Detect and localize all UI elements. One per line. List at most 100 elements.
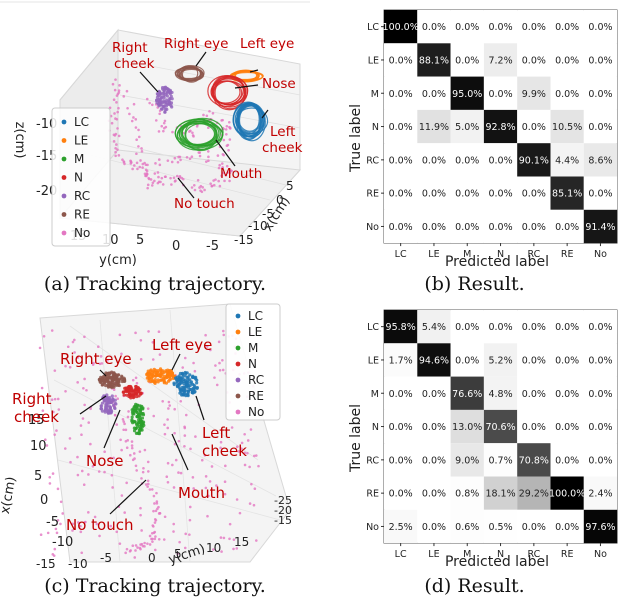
- no-touch-point: [243, 463, 247, 467]
- no-touch-point: [109, 456, 112, 460]
- no-touch-point: [215, 383, 219, 387]
- no-touch-point: [124, 428, 128, 432]
- right-cheek-point: [159, 92, 163, 97]
- legend-marker: [235, 313, 241, 319]
- no-touch-point: [80, 433, 83, 436]
- cell-value-label: 0.5%: [488, 522, 512, 533]
- no-touch-point: [123, 511, 126, 514]
- no-touch-point: [129, 162, 133, 165]
- legend-marker: [61, 212, 67, 217]
- right-cheek-point: [170, 97, 174, 101]
- no-touch-point: [135, 381, 139, 385]
- legend-label: LE: [74, 134, 88, 148]
- left-cheek-point: [184, 380, 189, 384]
- annotation-label: Right eye: [60, 350, 132, 368]
- no-touch-point: [54, 527, 58, 531]
- no-touch-point: [87, 473, 90, 476]
- no-touch-point: [252, 454, 256, 458]
- cell-value-label: 0.0%: [588, 89, 612, 100]
- no-touch-point: [215, 484, 218, 487]
- cell-value-label: 85.1%: [552, 189, 582, 200]
- no-touch-point: [121, 418, 125, 421]
- no-touch-point: [138, 546, 142, 550]
- cell-value-label: 0.0%: [555, 422, 579, 433]
- tick-label: -5: [262, 207, 274, 221]
- left-cheek-point: [185, 384, 189, 388]
- no-touch-point: [127, 410, 130, 413]
- no-touch-point: [56, 487, 60, 491]
- left-cheek-point: [189, 380, 194, 384]
- no-touch-point: [59, 500, 63, 504]
- no-touch-point: [158, 112, 161, 116]
- matrix-cell: [417, 209, 451, 244]
- no-touch-point: [138, 165, 142, 169]
- tick-label: 0: [172, 239, 180, 254]
- no-touch-point: [151, 181, 155, 185]
- no-touch-point: [112, 140, 116, 143]
- no-touch-point: [111, 82, 115, 86]
- matrix-cell: [483, 176, 518, 210]
- legend-marker: [61, 119, 67, 125]
- no-touch-point: [122, 420, 126, 423]
- no-touch-point: [155, 491, 158, 495]
- y-tick-label: M: [371, 389, 379, 400]
- no-touch-point: [50, 398, 54, 401]
- no-touch-point: [148, 543, 152, 546]
- legend-marker: [235, 409, 241, 415]
- left-eye-point: [147, 373, 152, 377]
- no-touch-point: [240, 441, 244, 445]
- no-touch-point: [198, 154, 202, 158]
- caption-d: (d) Result.: [424, 575, 525, 597]
- cell-value-label: 0.0%: [522, 322, 546, 333]
- no-touch-point: [183, 444, 186, 448]
- no-touch-point: [93, 515, 97, 519]
- left-eye-point: [151, 369, 155, 373]
- right-eye-point: [119, 377, 123, 381]
- tick-label: -20: [274, 504, 292, 517]
- no-touch-point: [207, 126, 210, 130]
- cell-value-label: 5.0%: [455, 122, 479, 133]
- no-touch-point: [44, 438, 47, 442]
- mouth-point: [137, 431, 141, 435]
- right-eye-point: [112, 371, 116, 375]
- cell-value-label: 0.0%: [488, 22, 512, 33]
- matrix-cell: [417, 76, 451, 110]
- no-touch-point: [156, 507, 159, 511]
- legend-marker: [235, 377, 241, 383]
- x-tick-label: RC: [527, 549, 540, 560]
- no-touch-point: [130, 440, 134, 443]
- no-touch-point: [225, 124, 229, 128]
- x-tick-label: N: [497, 549, 504, 560]
- no-touch-point: [61, 512, 65, 515]
- no-touch-point: [147, 470, 150, 473]
- no-touch-point: [143, 541, 146, 545]
- no-touch-point: [99, 355, 103, 358]
- cell-value-label: 0.0%: [522, 22, 546, 33]
- right-cheek-point: [109, 411, 113, 415]
- matrix-cell: [483, 409, 518, 444]
- right-cheek-point: [99, 404, 103, 408]
- cell-value-label: 4.4%: [555, 155, 579, 166]
- confusion-matrix-b: 100.0% 0.0% 0.0% 0.0% 0.0% 0.0% 0.0% 0.0% 88.1% 0…: [348, 9, 618, 268]
- no-touch-point: [52, 554, 56, 557]
- left-eye-point: [166, 379, 171, 383]
- matrix-cell: [483, 209, 518, 244]
- right-cheek-point: [108, 399, 112, 403]
- legend-label: LC: [248, 309, 263, 323]
- cell-value-label: 100.0%: [549, 489, 585, 500]
- no-touch-point: [134, 544, 138, 547]
- no-touch-point: [83, 377, 86, 381]
- mouth-point: [134, 431, 139, 435]
- cell-value-label: 0.0%: [422, 422, 446, 433]
- right-eye-point: [103, 383, 108, 388]
- no-touch-point: [192, 487, 195, 490]
- matrix-cell: [583, 176, 618, 210]
- no-touch-point: [222, 153, 226, 157]
- no-touch-point: [183, 426, 187, 430]
- mouth-point: [141, 406, 145, 410]
- no-touch-point: [103, 450, 106, 454]
- cell-value-label: 18.1%: [485, 489, 515, 500]
- x-axis-label: Predicted label: [445, 554, 549, 568]
